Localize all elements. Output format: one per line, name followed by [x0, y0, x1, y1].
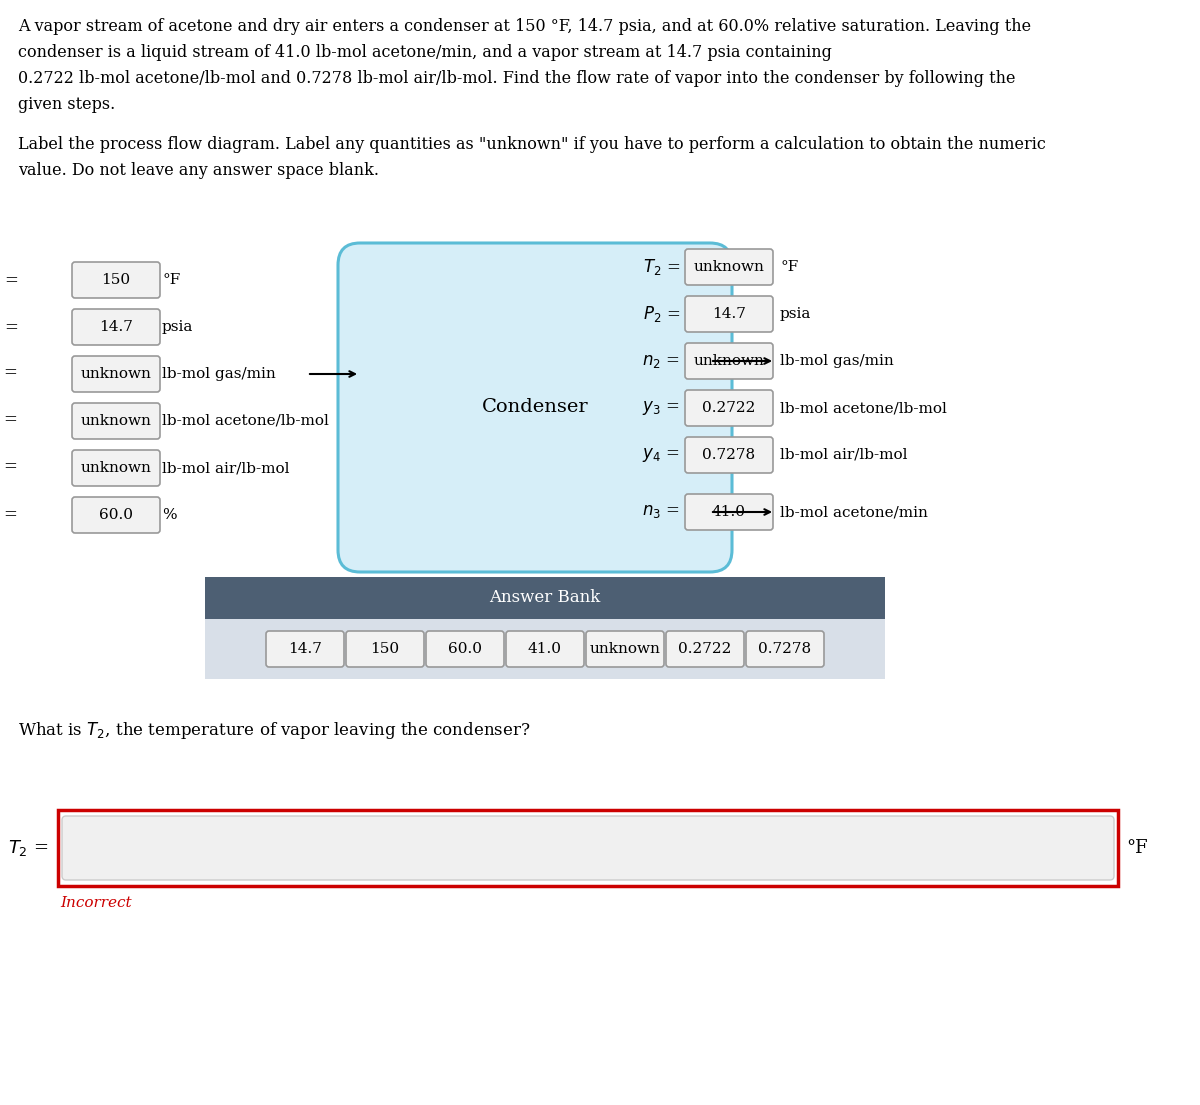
Text: unknown: unknown	[694, 354, 764, 368]
Text: °F: °F	[162, 273, 180, 287]
Text: Incorrect: Incorrect	[60, 896, 132, 911]
FancyBboxPatch shape	[72, 309, 160, 345]
Text: $T_1$ =: $T_1$ =	[0, 270, 18, 290]
Text: $y_2$ =: $y_2$ =	[0, 459, 18, 477]
Text: $n_3$ =: $n_3$ =	[642, 504, 680, 520]
FancyBboxPatch shape	[72, 450, 160, 486]
Text: unknown: unknown	[589, 642, 660, 656]
FancyBboxPatch shape	[346, 631, 424, 667]
FancyBboxPatch shape	[685, 390, 773, 427]
Text: °F: °F	[780, 260, 798, 274]
Text: 14.7: 14.7	[100, 320, 133, 334]
Text: value. Do not leave any answer space blank.: value. Do not leave any answer space bla…	[18, 162, 379, 179]
Text: lb-mol air/lb-mol: lb-mol air/lb-mol	[162, 461, 289, 475]
Text: $y_1$ =: $y_1$ =	[0, 412, 18, 430]
FancyBboxPatch shape	[426, 631, 504, 667]
Text: $y_3$ =: $y_3$ =	[642, 399, 680, 417]
Text: 0.2722: 0.2722	[678, 642, 732, 656]
Text: 150: 150	[371, 642, 400, 656]
FancyBboxPatch shape	[62, 815, 1114, 880]
Text: 60.0: 60.0	[98, 508, 133, 522]
FancyBboxPatch shape	[746, 631, 824, 667]
FancyBboxPatch shape	[338, 243, 732, 572]
Text: given steps.: given steps.	[18, 96, 115, 113]
Text: unknown: unknown	[80, 367, 151, 381]
Text: lb-mol gas/min: lb-mol gas/min	[780, 354, 894, 368]
Text: lb-mol acetone/min: lb-mol acetone/min	[780, 505, 928, 519]
Bar	[205, 577, 886, 619]
Text: Condenser: Condenser	[481, 399, 588, 417]
Bar	[205, 619, 886, 678]
FancyBboxPatch shape	[685, 436, 773, 473]
FancyBboxPatch shape	[72, 356, 160, 392]
Text: psia: psia	[780, 307, 811, 320]
FancyBboxPatch shape	[72, 262, 160, 298]
Text: $n_1$ =: $n_1$ =	[0, 366, 18, 382]
Text: °F: °F	[1126, 839, 1147, 857]
Text: 0.2722 lb-mol acetone/lb-mol and 0.7278 lb-mol air/lb-mol. Find the flow rate of: 0.2722 lb-mol acetone/lb-mol and 0.7278 …	[18, 70, 1015, 87]
Text: %: %	[162, 508, 176, 522]
FancyBboxPatch shape	[685, 343, 773, 379]
FancyBboxPatch shape	[586, 631, 664, 667]
Text: 0.2722: 0.2722	[702, 401, 756, 415]
Text: lb-mol air/lb-mol: lb-mol air/lb-mol	[780, 448, 907, 462]
Text: 60.0: 60.0	[448, 642, 482, 656]
Text: Label the process flow diagram. Label any quantities as "unknown" if you have to: Label the process flow diagram. Label an…	[18, 136, 1046, 152]
Text: 14.7: 14.7	[288, 642, 322, 656]
FancyBboxPatch shape	[666, 631, 744, 667]
Text: $n_2$ =: $n_2$ =	[642, 352, 680, 369]
Text: 0.7278: 0.7278	[702, 448, 756, 462]
Text: unknown: unknown	[80, 461, 151, 475]
Text: lb-mol gas/min: lb-mol gas/min	[162, 367, 276, 381]
FancyBboxPatch shape	[266, 631, 344, 667]
Text: 150: 150	[102, 273, 131, 287]
Text: condenser is a liquid stream of 41.0 lb-mol acetone/min, and a vapor stream at 1: condenser is a liquid stream of 41.0 lb-…	[18, 44, 832, 61]
FancyBboxPatch shape	[72, 497, 160, 533]
Text: unknown: unknown	[694, 260, 764, 274]
FancyBboxPatch shape	[72, 403, 160, 439]
Text: lb-mol acetone/lb-mol: lb-mol acetone/lb-mol	[780, 401, 947, 415]
Text: psia: psia	[162, 320, 193, 334]
Text: 0.7278: 0.7278	[758, 642, 811, 656]
Text: $P_1$ =: $P_1$ =	[0, 317, 18, 337]
Text: 41.0: 41.0	[712, 505, 746, 519]
Text: What is $T_2$, the temperature of vapor leaving the condenser?: What is $T_2$, the temperature of vapor …	[18, 720, 530, 741]
Text: $y_4$ =: $y_4$ =	[642, 446, 680, 464]
FancyBboxPatch shape	[506, 631, 584, 667]
Text: lb-mol acetone/lb-mol: lb-mol acetone/lb-mol	[162, 414, 329, 428]
FancyBboxPatch shape	[685, 296, 773, 332]
Text: $T_2$ =: $T_2$ =	[7, 838, 48, 857]
Text: $s_1$ =: $s_1$ =	[0, 506, 18, 524]
Text: $P_2$ =: $P_2$ =	[643, 304, 680, 324]
Bar	[58, 810, 1118, 886]
Text: A vapor stream of acetone and dry air enters a condenser at 150 °F, 14.7 psia, a: A vapor stream of acetone and dry air en…	[18, 18, 1031, 35]
Text: unknown: unknown	[80, 414, 151, 428]
FancyBboxPatch shape	[685, 249, 773, 285]
FancyBboxPatch shape	[685, 494, 773, 530]
Text: 14.7: 14.7	[712, 307, 746, 320]
Text: $T_2$ =: $T_2$ =	[642, 257, 680, 277]
Text: Answer Bank: Answer Bank	[490, 589, 601, 607]
Text: 41.0: 41.0	[528, 642, 562, 656]
